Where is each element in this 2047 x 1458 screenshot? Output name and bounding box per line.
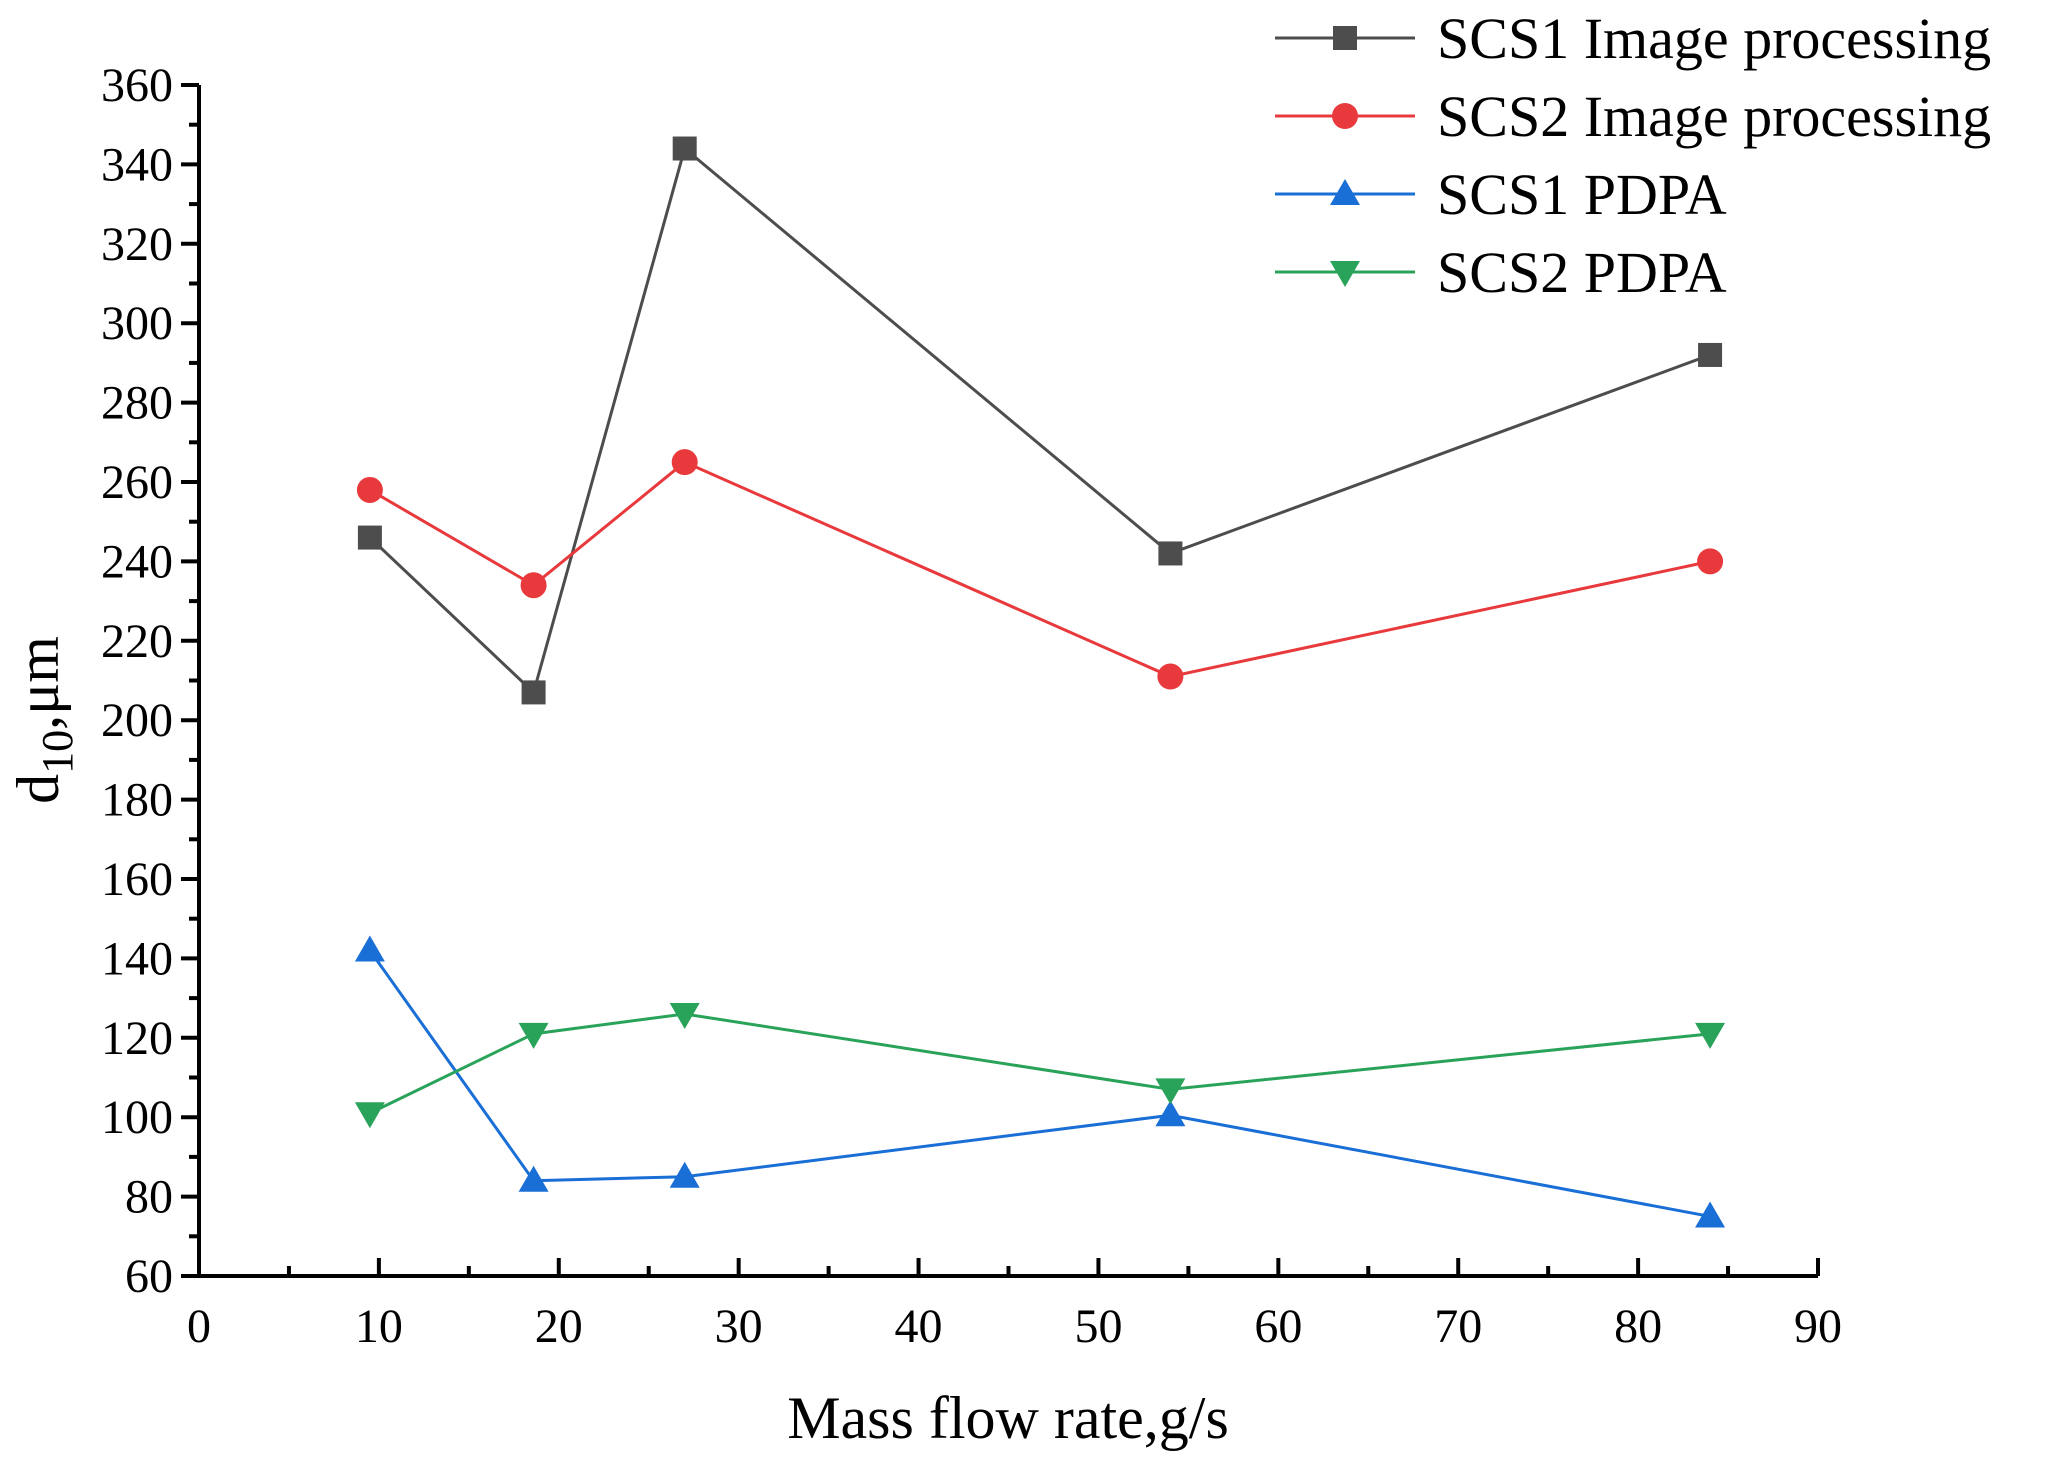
data-point	[1697, 548, 1724, 575]
data-point	[1155, 1078, 1186, 1105]
data-point	[671, 449, 698, 476]
y-tick-label: 80	[125, 1171, 173, 1224]
data-point	[354, 1102, 385, 1129]
legend-item: SCS1 PDPA	[1275, 162, 1727, 227]
x-tick-label: 30	[715, 1300, 763, 1353]
legend-label: SCS2 Image processing	[1437, 84, 1991, 149]
data-point	[1158, 541, 1183, 566]
axes: 6080100120140160180200220240260280300320…	[101, 59, 1842, 1353]
legend-label: SCS2 PDPA	[1437, 240, 1727, 305]
y-tick-label: 100	[101, 1091, 173, 1144]
y-tick-label: 60	[125, 1250, 173, 1303]
y-tick-label: 200	[101, 694, 173, 747]
series-line	[369, 460, 1711, 679]
legend-item: SCS2 Image processing	[1275, 84, 1991, 149]
data-point	[356, 476, 383, 503]
data-point	[518, 1165, 549, 1192]
legend-marker	[1330, 179, 1360, 205]
y-tick-label: 180	[101, 774, 173, 827]
x-tick-label: 90	[1794, 1300, 1842, 1353]
legend-marker	[1330, 261, 1360, 287]
y-axis-title: d10,μm	[5, 636, 82, 804]
data-point	[1157, 663, 1184, 690]
legend-label: SCS1 Image processing	[1437, 6, 1991, 71]
y-tick-label: 320	[101, 218, 173, 271]
x-axis-title: Mass flow rate,g/s	[787, 1385, 1229, 1451]
data-point	[1698, 342, 1723, 367]
y-tick-label: 260	[101, 456, 173, 509]
legend-label: SCS1 PDPA	[1437, 162, 1727, 227]
data-point	[357, 525, 382, 550]
y-tick-label: 280	[101, 377, 173, 430]
data-point	[1695, 1022, 1726, 1049]
series-line	[368, 145, 1711, 696]
legend: SCS1 Image processing SCS2 Image processi…	[1275, 6, 1991, 305]
x-tick-label: 70	[1434, 1300, 1482, 1353]
y-tick-label: 160	[101, 853, 173, 906]
series-2	[356, 449, 1724, 690]
y-tick-label: 240	[101, 535, 173, 588]
data-point	[669, 1002, 700, 1029]
x-tick-label: 20	[535, 1300, 583, 1353]
y-tick-label: 340	[101, 138, 173, 191]
data-point	[672, 136, 697, 161]
y-axis-title-main: d	[5, 774, 71, 804]
data-point	[521, 680, 546, 705]
x-tick-label: 80	[1614, 1300, 1662, 1353]
y-tick-label: 140	[101, 932, 173, 985]
data-point	[1155, 1100, 1186, 1127]
y-tick-label: 220	[101, 615, 173, 668]
data-point	[1695, 1201, 1726, 1228]
series-4	[354, 1002, 1726, 1129]
y-axis-title-unit: ,μm	[5, 636, 71, 730]
series-line	[368, 949, 1711, 1218]
y-tick-label: 300	[101, 297, 173, 350]
data-point	[520, 572, 547, 599]
y-tick-label: 120	[101, 1012, 173, 1065]
data-point	[354, 935, 385, 962]
series-1	[357, 136, 1723, 705]
legend-marker	[1332, 103, 1358, 129]
legend-item: SCS1 Image processing	[1275, 6, 1991, 71]
series-3	[354, 935, 1726, 1228]
x-tick-label: 40	[895, 1300, 943, 1353]
x-tick-label: 60	[1254, 1300, 1302, 1353]
x-tick-label: 0	[187, 1300, 211, 1353]
data-point	[518, 1022, 549, 1049]
legend-marker	[1333, 26, 1357, 50]
x-tick-label: 50	[1074, 1300, 1122, 1353]
series-line	[369, 1012, 1711, 1115]
series-layer	[354, 136, 1726, 1228]
y-tick-label: 360	[101, 59, 173, 112]
y-axis-title-sub: 10	[33, 730, 82, 774]
x-tick-label: 10	[355, 1300, 403, 1353]
legend-item: SCS2 PDPA	[1275, 240, 1727, 305]
data-point	[669, 1161, 700, 1188]
